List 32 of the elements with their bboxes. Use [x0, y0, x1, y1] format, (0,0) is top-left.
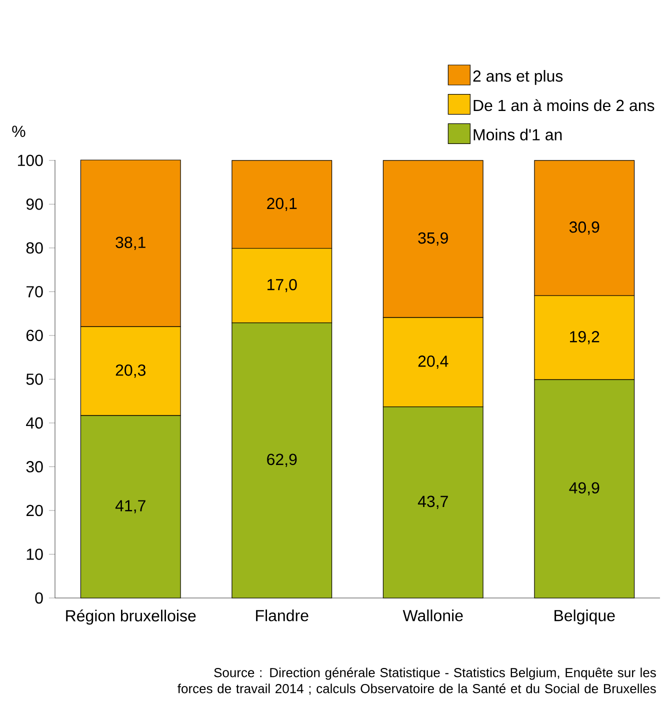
data-label: 20,1	[267, 198, 297, 212]
data-label: 41,7	[115, 500, 146, 514]
data-label: 49,9	[569, 482, 600, 496]
x-tick-label: Région bruxelloise	[66, 610, 196, 625]
source-note: Source : Direction générale Statistique - Statistics Belgium, Enquête sur les forces de travail 2014 ; calculs Observatoire de la Santé et du Social de Bruxelles	[178, 668, 656, 695]
data-label: 20,3	[116, 364, 146, 378]
data-label: 20,4	[418, 356, 448, 369]
data-label: 17,0	[268, 278, 297, 292]
data-label: 38,1	[116, 236, 146, 250]
y-tick-label: 70	[26, 286, 43, 298]
y-tick-label: 20	[26, 504, 43, 516]
legend-label: 2 ans et plus	[473, 70, 563, 85]
y-tick-label: 90	[26, 198, 43, 210]
data-label: 35,9	[418, 232, 448, 246]
y-axis-title: %	[12, 126, 26, 137]
y-tick-label: 50	[26, 374, 43, 385]
y-tick-label: 0	[35, 592, 43, 604]
data-label: 43,7	[418, 496, 448, 509]
data-label: 62,9	[267, 454, 297, 467]
x-tick-label: Belgique	[554, 610, 615, 624]
y-tick-label: 40	[26, 417, 43, 429]
y-tick-label: 80	[26, 242, 43, 254]
y-tick-label: 30	[26, 461, 43, 472]
y-tick-label: 60	[26, 330, 43, 342]
y-tick-label: 100	[18, 154, 43, 166]
y-tick-label: 10	[26, 548, 43, 560]
x-tick-label: Wallonie	[402, 610, 463, 622]
x-tick-label: Flandre	[256, 610, 308, 622]
data-label: 19,2	[570, 331, 600, 344]
data-label: 30,9	[569, 221, 600, 235]
legend-label: Moins d'1 an	[474, 128, 562, 140]
legend-label: De 1 an à moins de 2 ans	[474, 99, 654, 112]
